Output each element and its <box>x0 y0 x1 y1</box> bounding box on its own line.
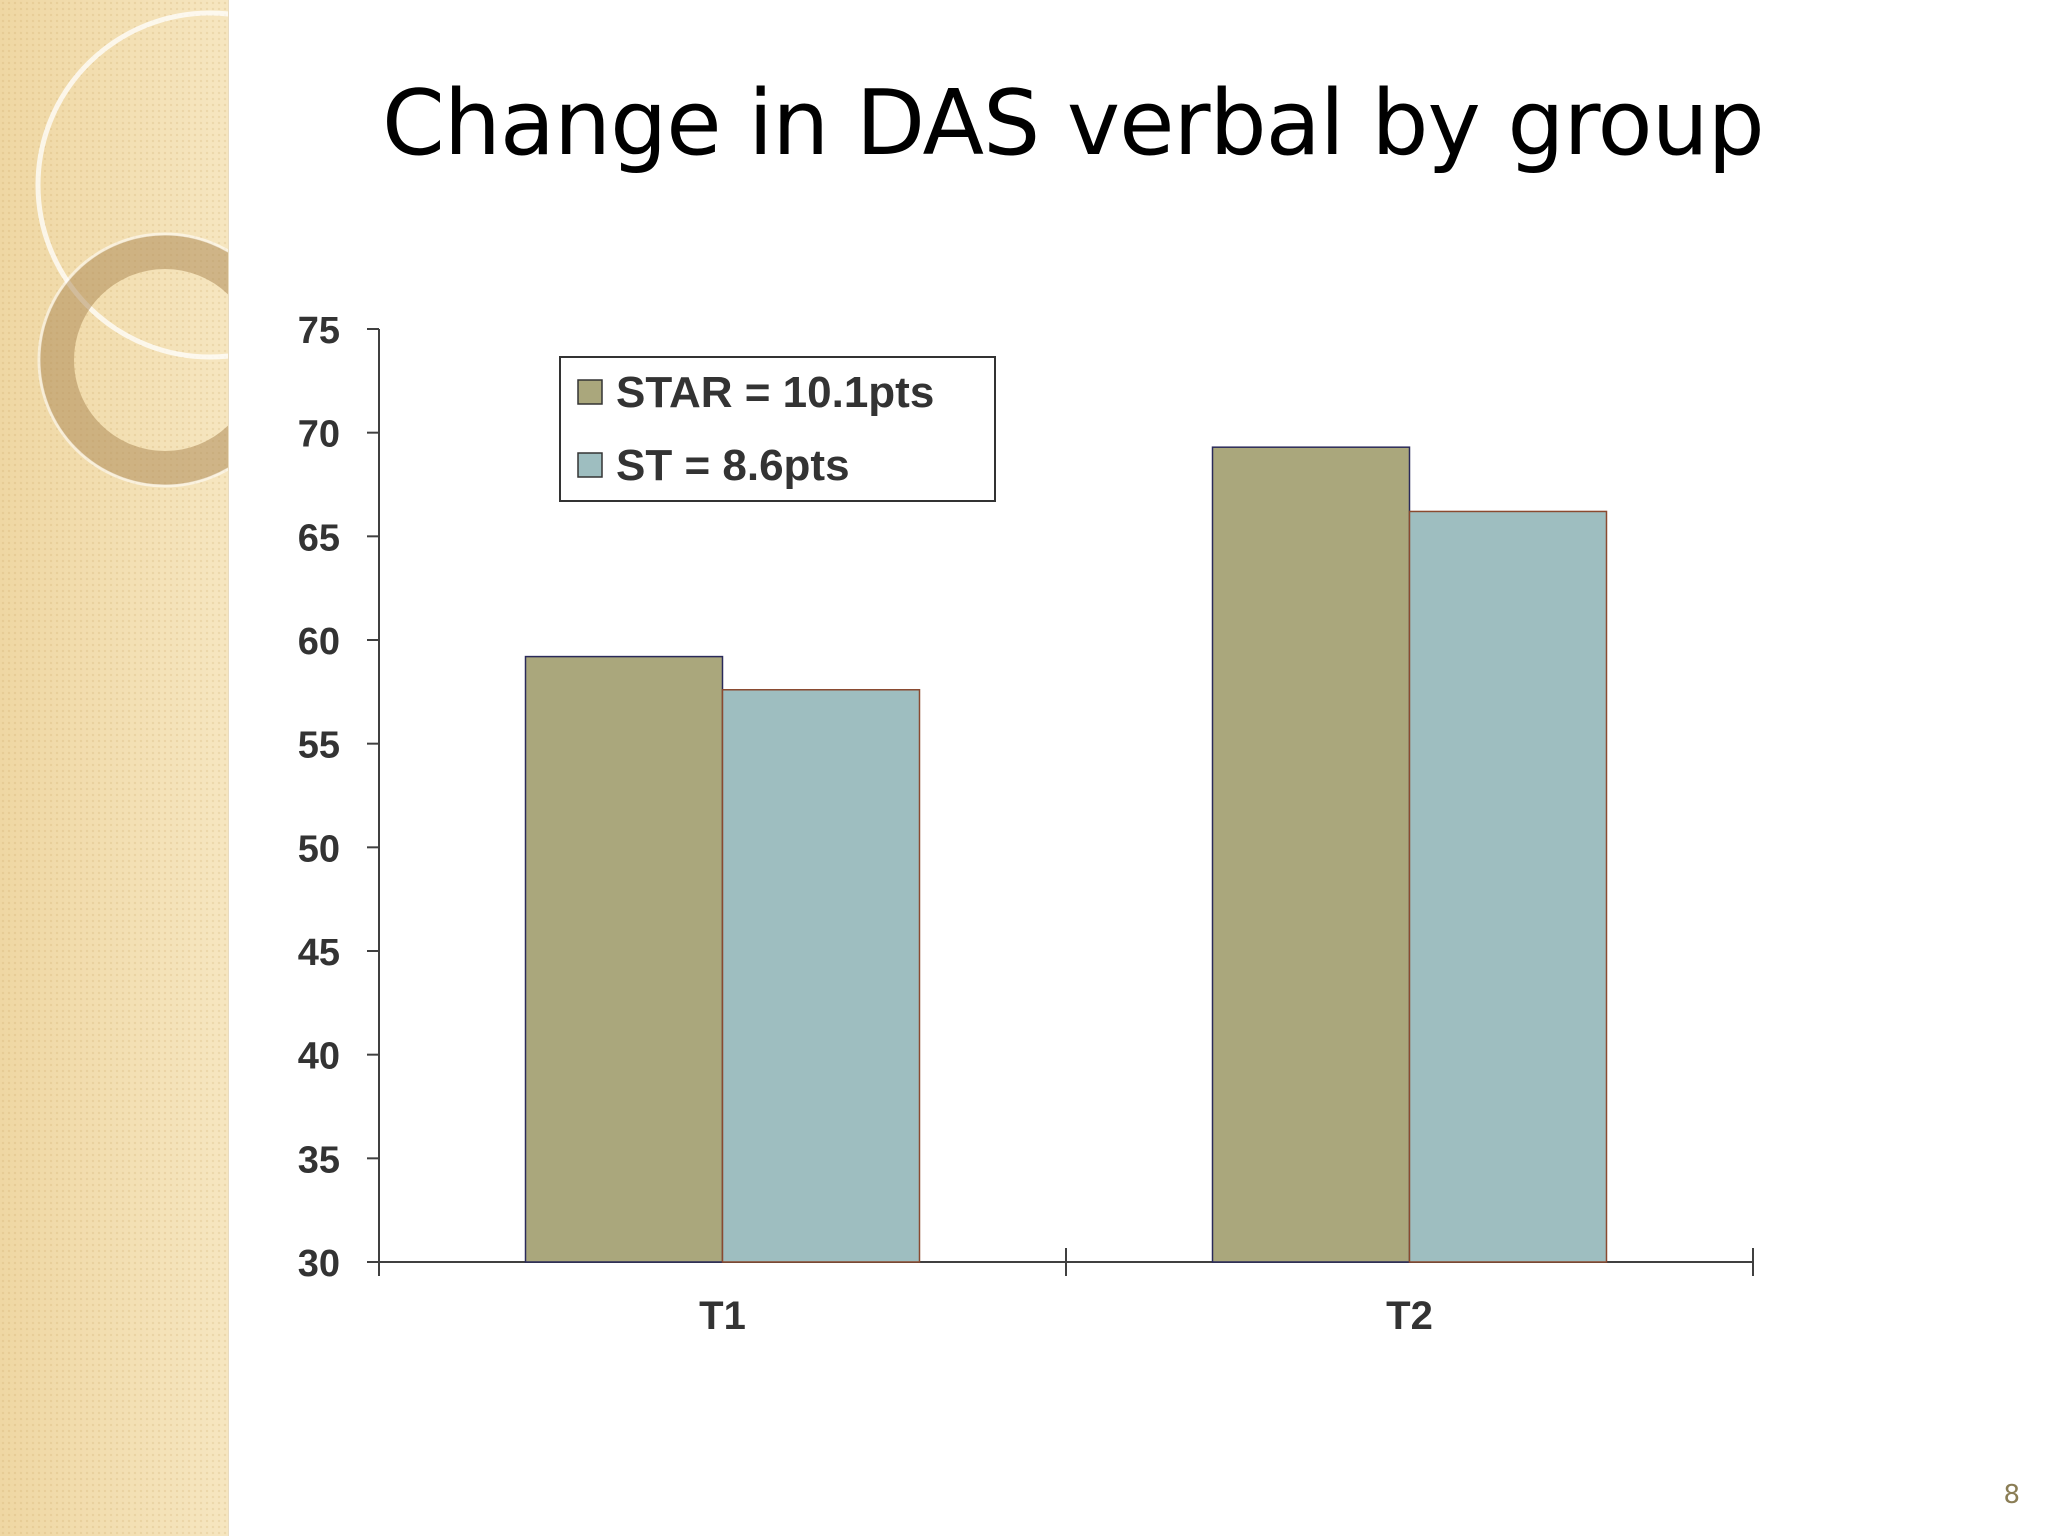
legend-label-1: STAR = 10.1pts <box>616 368 934 417</box>
y-tick-label: 55 <box>298 725 340 767</box>
legend-label-2: ST = 8.6pts <box>616 441 850 490</box>
decorative-sidebar <box>0 0 229 1536</box>
slide-title: Change in DAS verbal by group <box>382 71 1765 176</box>
bar-t1-series-2 <box>721 689 921 1263</box>
y-tick-label: 40 <box>298 1036 340 1078</box>
y-tick-label: 35 <box>298 1139 340 1181</box>
page-number: 8 <box>2003 1480 2020 1510</box>
x-tick-label: T2 <box>1386 1294 1433 1338</box>
bar-chart: 30 35 40 45 50 55 60 65 70 75 T1 T2 STAR = 10.1pts ST… <box>298 310 1754 1338</box>
legend-box <box>559 356 996 502</box>
bar-t2-series-1 <box>1211 446 1411 1263</box>
legend-swatch-1 <box>577 379 603 405</box>
legend-swatch-2 <box>577 452 603 478</box>
y-tick-label: 70 <box>298 414 340 456</box>
y-tick-label: 30 <box>298 1243 340 1285</box>
decorative-rings <box>35 10 228 488</box>
y-tick-label: 50 <box>298 828 340 870</box>
x-tick-label: T1 <box>699 1294 746 1338</box>
bar-t1-series-1 <box>524 655 724 1263</box>
y-tick-label: 60 <box>298 621 340 663</box>
y-tick-label: 75 <box>298 310 340 352</box>
bar-t2-series-2 <box>1408 510 1608 1263</box>
y-tick-label: 65 <box>298 517 340 559</box>
y-tick-label: 45 <box>298 932 340 974</box>
